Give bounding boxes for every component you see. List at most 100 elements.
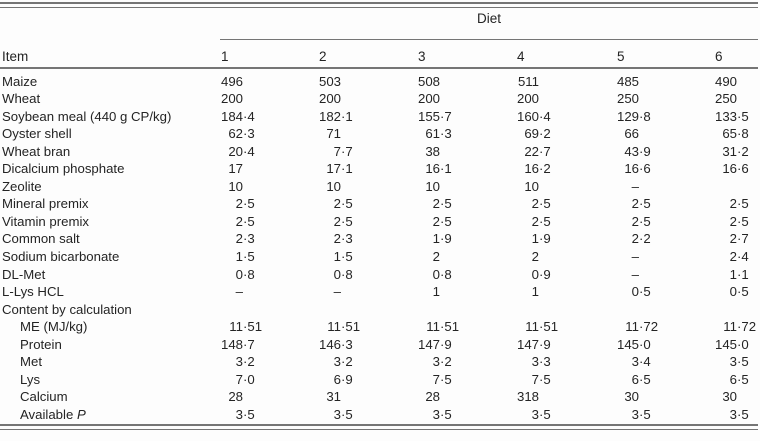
row-label: Dicalcium phosphate xyxy=(2,161,125,177)
value-cell-diet-1: 2·3 xyxy=(235,231,255,247)
row-label: Protein xyxy=(20,336,62,352)
value-cell-diet-3: 1 xyxy=(432,284,440,300)
table-row: DL-Met 0·8 0·8 0·8 0·9 – 1·1 xyxy=(0,266,760,284)
value-cell-diet-3: 16·1 xyxy=(425,161,452,177)
value-cell-diet-6: 1·1 xyxy=(729,266,749,282)
value-cell-diet-4: 22·7 xyxy=(524,143,551,159)
value-cell-diet-5: 2·5 xyxy=(631,213,651,229)
diet-column-header-1: 1 xyxy=(221,49,229,64)
value-cell-diet-4: 1·9 xyxy=(531,231,551,247)
value-cell-diet-4: 69·2 xyxy=(524,126,551,142)
row-label: L-Lys HCL xyxy=(2,284,64,300)
value-cell-diet-6: 6·5 xyxy=(729,371,749,387)
value-cell-diet-5: 0·5 xyxy=(631,284,651,300)
value-cell-diet-6: 2·4 xyxy=(729,248,749,264)
table-row: Wheat 200 200 200 200 250 250 xyxy=(0,90,760,108)
value-cell-diet-1: 496 xyxy=(220,73,243,89)
value-cell-diet-1: 3·5 xyxy=(235,406,255,422)
table-row: Soybean meal (440 g CP/kg) 184·4 182·1 155 ·… xyxy=(0,108,760,126)
bottom-double-rule-1 xyxy=(0,424,758,426)
value-cell-diet-3: 200 xyxy=(417,91,440,107)
value-cell-diet-4: 7·5 xyxy=(531,371,551,387)
value-cell-diet-4: 318 xyxy=(516,389,539,405)
value-cell-diet-3 xyxy=(417,301,516,319)
value-cell-diet-6: 30 xyxy=(722,389,737,405)
row-label: Content by calculation xyxy=(2,301,132,317)
value-cell-diet-2: 200 xyxy=(318,91,341,107)
value-cell-diet-4: 160·4 xyxy=(516,108,551,124)
value-cell-diet-5: 66 xyxy=(624,126,639,142)
value-cell-diet-5: – xyxy=(631,248,639,264)
value-cell-diet-1: 148·7 xyxy=(220,336,255,352)
table-row: Dicalcium phosphate 17 17·1 16·1 16·2 16·6 16 ·… xyxy=(0,160,760,178)
value-cell-diet-5: 6·5 xyxy=(631,371,651,387)
value-cell-diet-6: 133·5 xyxy=(714,108,749,124)
value-cell-diet-5: 11·72 xyxy=(625,319,659,335)
value-cell-diet-3: 2 xyxy=(432,248,440,264)
column-header-row: Item 1 2 3 4 5 6 xyxy=(0,40,760,64)
value-cell-diet-4: 16·2 xyxy=(524,161,551,177)
table-row: Mineral premix 2·5 2·5 2·5 2·5 2·5 2·5 xyxy=(0,195,760,213)
value-cell-diet-3: 3·5 xyxy=(432,406,452,422)
value-cell-diet-2: 71 xyxy=(326,126,341,142)
bottom-double-rule-2 xyxy=(0,428,758,431)
value-cell-diet-2: 503 xyxy=(318,73,341,89)
table-row: Maize 496 503 508 511 485 490 xyxy=(0,73,760,91)
value-cell-diet-3: 3·2 xyxy=(432,354,452,370)
value-cell-diet-5: 2·5 xyxy=(631,196,651,212)
value-cell-diet-1: 17 xyxy=(228,161,243,177)
value-cell-diet-5: 3·4 xyxy=(631,354,651,370)
value-cell-diet-6: 250 xyxy=(714,91,737,107)
top-double-rule-1 xyxy=(0,2,758,4)
value-cell-diet-4: 3·3 xyxy=(531,354,551,370)
table-row: Available P 3·5 3·5 3·5 3·5 3·5 3·5 xyxy=(0,406,760,424)
table-row: Common salt 2·3 2·3 1·9 1·9 2·2 2·7 xyxy=(0,230,760,248)
value-cell-diet-6: 2·7 xyxy=(729,231,749,247)
value-cell-diet-2: 1·5 xyxy=(333,248,353,264)
table-row: Content by calculation xyxy=(0,301,760,319)
table-row: Protein 148·7 146·3 147·9 147·9 145·0 145·0 xyxy=(0,336,760,354)
row-label: ME (MJ/kg) xyxy=(20,319,88,335)
top-double-rule-2 xyxy=(0,6,758,9)
value-cell-diet-3: 1·9 xyxy=(432,231,452,247)
value-cell-diet-6: 65·8 xyxy=(722,126,749,142)
diet-column-header-6: 6 xyxy=(715,49,723,64)
value-cell-diet-2: 17·1 xyxy=(326,161,353,177)
value-cell-diet-3: 61·3 xyxy=(425,126,452,142)
value-cell-diet-4: 3·5 xyxy=(531,406,551,422)
value-cell-diet-2: – xyxy=(333,284,341,300)
row-label: Maize xyxy=(2,73,38,89)
row-label: Lys xyxy=(20,371,41,387)
value-cell-diet-3: 28 xyxy=(425,389,440,405)
value-cell-diet-1: 7·0 xyxy=(235,371,255,387)
value-cell-diet-6: 2·5 xyxy=(729,213,749,229)
value-cell-diet-5: – xyxy=(631,178,639,194)
value-cell-diet-4: 200 xyxy=(516,91,539,107)
table-row: L-Lys HCL – – 1 1 0·5 0·5 xyxy=(0,283,760,301)
table-row: Lys 7·0 6·9 7·5 7·5 6·5 6·5 xyxy=(0,371,760,389)
value-cell-diet-2: 2·3 xyxy=(333,231,353,247)
value-cell-diet-4: 1 xyxy=(531,284,539,300)
value-cell-diet-5: 3·5 xyxy=(631,406,651,422)
row-label: Met xyxy=(20,354,42,370)
value-cell-diet-6: 0·5 xyxy=(729,284,749,300)
table-row: Met 3·2 3·2 3·2 3·3 3·4 3·5 xyxy=(0,353,760,371)
diet-column-header-3: 3 xyxy=(418,49,426,64)
value-cell-diet-5: 30 xyxy=(624,389,639,405)
diet-column-header-4: 4 xyxy=(517,49,525,64)
table-row: Zeolite 10 10 10 10 – xyxy=(0,178,760,196)
value-cell-diet-1: 28 xyxy=(228,389,243,405)
value-cell-diet-6: 3·5 xyxy=(729,406,749,422)
table-row: Calcium 28 31 28 318 30 30 xyxy=(0,388,760,406)
row-label: Wheat xyxy=(2,91,41,107)
value-cell-diet-3: 2·5 xyxy=(432,196,452,212)
header-bottom-rule xyxy=(0,67,758,69)
value-cell-diet-5: 129·8 xyxy=(616,108,651,124)
table-row: ME (MJ/kg) 11·51 11·51 11·51 11·51 11·72 11·72 xyxy=(0,318,760,336)
value-cell-diet-2: 10 xyxy=(326,178,341,194)
value-cell-diet-3: 0·8 xyxy=(432,266,452,282)
value-cell-diet-2: 0·8 xyxy=(333,266,353,282)
table-row: Wheat bran 20·4 7·7 38 22·7 43·9 31·2 xyxy=(0,143,760,161)
value-cell-diet-3: 7·5 xyxy=(432,371,452,387)
value-cell-diet-6 xyxy=(714,301,760,319)
